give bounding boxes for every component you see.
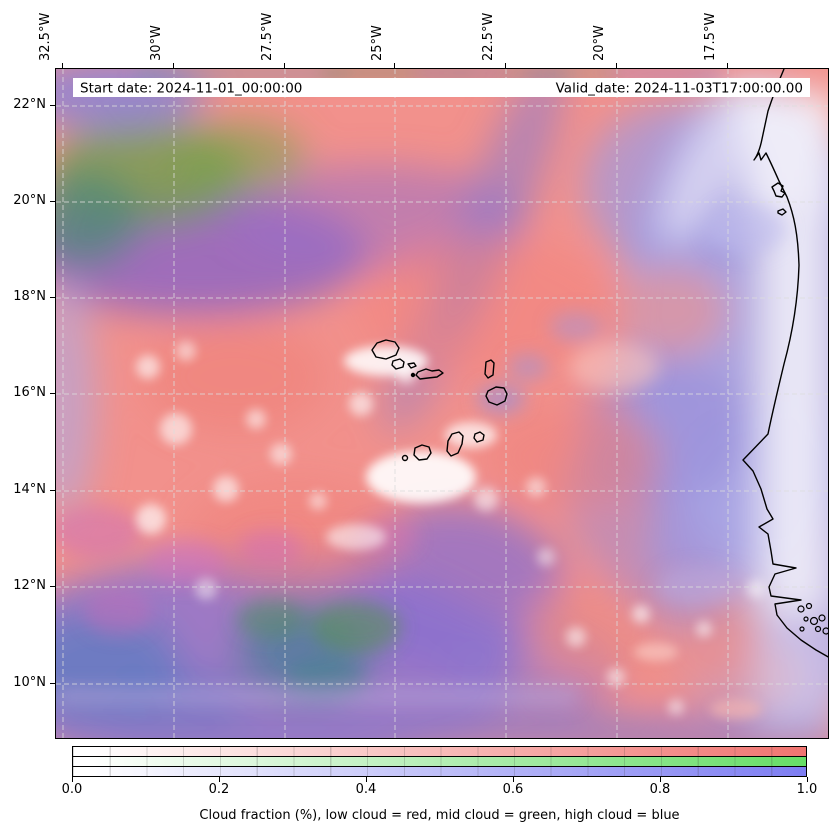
lon-tick-label: 20°W	[592, 25, 607, 61]
lat-tick-label: 16°N	[13, 385, 46, 400]
lon-tick-label: 27.5°W	[260, 12, 275, 61]
colorbar-high-cloud-strip	[72, 766, 807, 777]
lon-tick	[727, 63, 728, 68]
colorbar-tick	[513, 777, 514, 782]
lon-tick	[62, 63, 63, 68]
lon-tick	[505, 63, 506, 68]
lat-tick	[50, 683, 55, 684]
lat-tick	[50, 490, 55, 491]
cloud-field-detail	[56, 69, 786, 705]
colorbar-tick-label: 1.0	[796, 782, 818, 797]
lon-tick	[173, 63, 174, 68]
bijagos-islands	[797, 602, 828, 635]
lat-tick-label: 18°N	[13, 289, 46, 304]
lat-tick-label: 10°N	[13, 675, 46, 690]
lon-tick-label: 22.5°W	[481, 12, 496, 61]
lat-tick	[50, 586, 55, 587]
cloud-fraction-map: Start date: 2024-11-01_00:00:00 Valid_da…	[56, 69, 828, 738]
title-band: Start date: 2024-11-01_00:00:00 Valid_da…	[73, 78, 810, 97]
lon-tick-label: 25°W	[370, 25, 385, 61]
start-date-label: Start date: 2024-11-01_00:00:00	[80, 81, 302, 97]
map-panel: Start date: 2024-11-01_00:00:00 Valid_da…	[55, 68, 829, 739]
cape-verde-islands	[371, 339, 508, 462]
colorbar-tick	[660, 777, 661, 782]
arguin-islets	[771, 182, 787, 216]
lat-tick	[50, 297, 55, 298]
colorbar-caption: Cloud fraction (%), low cloud = red, mid…	[199, 808, 680, 823]
lon-tick-label: 17.5°W	[703, 12, 718, 61]
colorbar-tick	[807, 777, 808, 782]
lat-tick-label: 20°N	[13, 193, 46, 208]
lon-tick	[394, 63, 395, 68]
lat-tick	[50, 393, 55, 394]
valid-date-label: Valid_date: 2024-11-03T17:00:00.00	[556, 81, 803, 97]
colorbar-tick-label: 0.4	[355, 782, 377, 797]
colorbar	[72, 746, 807, 777]
lat-tick-label: 14°N	[13, 482, 46, 497]
colorbar-tick-label: 0.2	[208, 782, 230, 797]
lat-tick-label: 22°N	[13, 97, 46, 112]
lon-tick-label: 30°W	[149, 25, 164, 61]
colorbar-tick-label: 0.0	[61, 782, 83, 797]
colorbar-tick-label: 0.6	[502, 782, 524, 797]
colorbar-tick-label: 0.8	[649, 782, 671, 797]
graticule	[56, 69, 828, 738]
colorbar-tick	[219, 777, 220, 782]
colorbar-tick	[72, 777, 73, 782]
colorbar-tick	[366, 777, 367, 782]
lon-tick	[616, 63, 617, 68]
lat-tick-label: 12°N	[13, 578, 46, 593]
lat-tick	[50, 105, 55, 106]
lon-tick-label: 32.5°W	[38, 12, 53, 61]
africa-coastline	[742, 69, 828, 658]
cloud-field-highlights	[136, 341, 765, 719]
lat-tick	[50, 201, 55, 202]
lon-tick	[284, 63, 285, 68]
